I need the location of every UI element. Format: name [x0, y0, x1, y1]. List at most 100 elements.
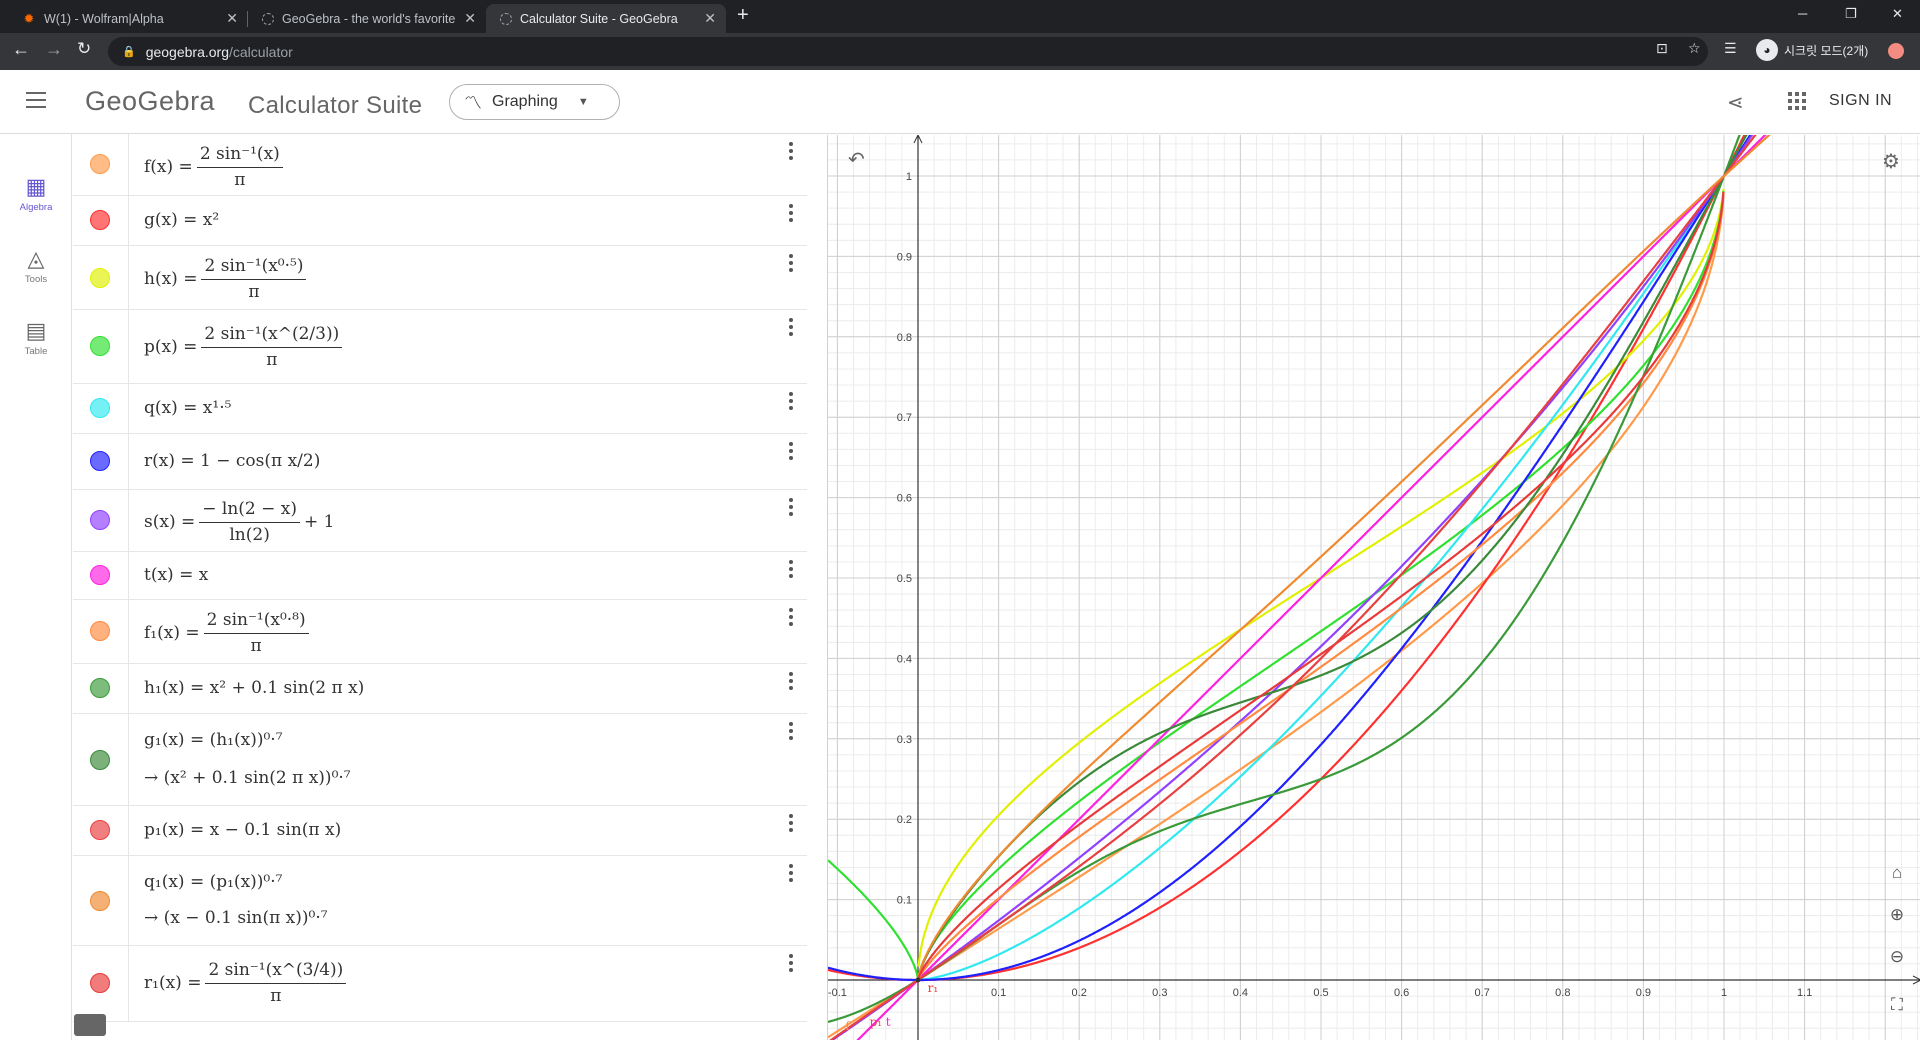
reload-icon[interactable]: ↻ [77, 39, 92, 58]
algebra-row[interactable]: q₁(x) = (p₁(x))⁰·⁷ → (x − 0.1 sin(π x))⁰… [73, 856, 807, 946]
y-tick-label: 0.1 [897, 895, 912, 907]
algebra-row[interactable]: f₁(x) = 2 sin⁻¹(x⁰·⁸) π [73, 600, 807, 664]
apps-grid-icon[interactable] [1788, 92, 1806, 110]
expression[interactable]: f(x) = 2 sin⁻¹(x) π [144, 144, 287, 190]
menu-icon[interactable] [26, 92, 46, 110]
browser-tab[interactable]: GeoGebra - the world's favorite ✕ [248, 4, 486, 33]
visibility-toggle[interactable] [90, 678, 110, 698]
visibility-toggle[interactable] [90, 154, 110, 174]
algebra-row[interactable]: h(x) = 2 sin⁻¹(x⁰·⁵) π [73, 246, 807, 310]
y-tick-label: 0.3 [897, 734, 912, 746]
close-tab-icon[interactable]: ✕ [464, 10, 476, 26]
fullscreen-icon[interactable]: ⛶ [1891, 995, 1903, 1014]
back-icon[interactable]: ← [12, 39, 30, 59]
browser-tab-active[interactable]: Calculator Suite - GeoGebra ✕ [486, 4, 726, 33]
expression[interactable]: q₁(x) = (p₁(x))⁰·⁷ [144, 872, 283, 892]
rail-item-table[interactable]: ▤ Table [0, 318, 72, 357]
more-options-icon[interactable] [789, 864, 793, 885]
expression[interactable]: p(x) = 2 sin⁻¹(x^(2/3)) π [144, 324, 346, 370]
visibility-toggle[interactable] [90, 398, 110, 418]
forward-icon[interactable]: → [45, 39, 63, 59]
algebra-row[interactable]: q(x) = x¹·⁵ [73, 384, 807, 434]
more-options-icon[interactable] [789, 142, 793, 163]
new-tab-icon[interactable]: + [737, 4, 749, 26]
zoom-out-icon[interactable]: ⊖ [1889, 947, 1905, 966]
app-selector-label: Graphing [492, 93, 558, 110]
visibility-toggle[interactable] [90, 973, 110, 993]
more-options-icon[interactable] [789, 954, 793, 975]
app-selector[interactable]: 〽 Graphing ▼ [449, 84, 620, 120]
visibility-toggle[interactable] [90, 510, 110, 530]
visibility-toggle[interactable] [90, 336, 110, 356]
curve-r1 [917, 191, 1725, 979]
close-tab-icon[interactable]: ✕ [704, 10, 716, 26]
more-options-icon[interactable] [789, 204, 793, 225]
visibility-toggle[interactable] [90, 565, 110, 585]
more-options-icon[interactable] [789, 318, 793, 339]
visibility-toggle[interactable] [90, 891, 110, 911]
expression[interactable]: s(x) = − ln(2 − x) ln(2) + 1 [144, 499, 335, 545]
visibility-toggle[interactable] [90, 621, 110, 641]
algebra-row[interactable]: g₁(x) = (h₁(x))⁰·⁷ → (x² + 0.1 sin(2 π x… [73, 714, 807, 806]
reading-list-icon[interactable]: ☰ [1724, 40, 1737, 56]
algebra-row[interactable]: p(x) = 2 sin⁻¹(x^(2/3)) π [73, 310, 807, 384]
keyboard-icon[interactable] [74, 1014, 106, 1036]
more-options-icon[interactable] [789, 814, 793, 835]
zoom-in-icon[interactable]: ⊕ [1889, 905, 1905, 924]
geogebra-logo[interactable]: GeoGebra [85, 86, 216, 116]
profile-icon[interactable] [1888, 43, 1904, 59]
x-tick-label: 0.4 [1233, 987, 1248, 999]
expression[interactable]: g₁(x) = (h₁(x))⁰·⁷ [144, 730, 283, 750]
graph-canvas[interactable]: -0.1 0.1 0.2 0.3 0.4 0.5 0.6 0.7 0.8 0.9 1 1.1 0.1 0.… [828, 135, 1920, 1040]
close-tab-icon[interactable]: ✕ [226, 10, 238, 26]
algebra-row[interactable]: r₁(x) = 2 sin⁻¹(x^(3/4)) π [73, 946, 807, 1022]
more-options-icon[interactable] [789, 254, 793, 275]
algebra-row[interactable]: r(x) = 1 − cos(π x/2) [73, 434, 807, 490]
address-bar[interactable]: 🔒 geogebra.org/calculator [108, 37, 1708, 66]
restore-icon[interactable]: ❐ [1845, 6, 1857, 21]
incognito-indicator[interactable]: ◕ 시크릿 모드(2개) [1756, 39, 1868, 61]
more-options-icon[interactable] [789, 442, 793, 463]
expression[interactable]: f₁(x) = 2 sin⁻¹(x⁰·⁸) π [144, 610, 313, 656]
algebra-row[interactable]: h₁(x) = x² + 0.1 sin(2 π x) [73, 664, 807, 714]
algebra-row[interactable]: f(x) = 2 sin⁻¹(x) π [73, 134, 807, 196]
window-close-icon[interactable]: ✕ [1892, 6, 1903, 21]
share-icon[interactable]: ⋖ [1727, 92, 1744, 114]
more-options-icon[interactable] [789, 608, 793, 629]
minimize-icon[interactable]: ─ [1798, 6, 1808, 21]
translate-icon[interactable]: ⊡ [1656, 40, 1668, 56]
expression[interactable]: p₁(x) = x − 0.1 sin(π x) [144, 820, 342, 840]
browser-toolbar: ← → ↻ 🔒 geogebra.org/calculator [0, 33, 1920, 70]
visibility-toggle[interactable] [90, 210, 110, 230]
browser-tab[interactable]: ✹ W(1) - Wolfram|Alpha ✕ [8, 4, 248, 33]
algebra-row[interactable]: g(x) = x² [73, 196, 807, 246]
more-options-icon[interactable] [789, 560, 793, 581]
settings-gear-icon[interactable]: ⚙ [1882, 151, 1900, 173]
expression[interactable]: h(x) = 2 sin⁻¹(x⁰·⁵) π [144, 256, 310, 302]
expression[interactable]: h₁(x) = x² + 0.1 sin(2 π x) [144, 678, 365, 698]
algebra-row[interactable]: s(x) = − ln(2 − x) ln(2) + 1 [73, 490, 807, 552]
expression[interactable]: q(x) = x¹·⁵ [144, 398, 232, 418]
more-options-icon[interactable] [789, 392, 793, 413]
rail-item-algebra[interactable]: ▦ Algebra [0, 174, 72, 213]
expression[interactable]: g(x) = x² [144, 210, 220, 230]
more-options-icon[interactable] [789, 498, 793, 519]
sign-in-button[interactable]: SIGN IN [1829, 92, 1893, 109]
rail-label: Tools [24, 274, 48, 285]
expression[interactable]: r(x) = 1 − cos(π x/2) [144, 451, 321, 471]
more-options-icon[interactable] [789, 722, 793, 743]
visibility-toggle[interactable] [90, 451, 110, 471]
undo-icon[interactable]: ↶ [848, 149, 865, 171]
visibility-toggle[interactable] [90, 750, 110, 770]
graphics-view[interactable]: -0.1 0.1 0.2 0.3 0.4 0.5 0.6 0.7 0.8 0.9 1 1.1 0.1 0.… [827, 135, 1920, 1040]
algebra-row[interactable]: p₁(x) = x − 0.1 sin(π x) [73, 806, 807, 856]
home-view-icon[interactable]: ⌂ [1891, 863, 1903, 882]
rail-item-tools[interactable]: ◬ Tools [0, 246, 72, 285]
algebra-row[interactable]: t(x) = x [73, 552, 807, 600]
bookmark-star-icon[interactable]: ☆ [1688, 40, 1701, 56]
more-options-icon[interactable] [789, 672, 793, 693]
expression[interactable]: t(x) = x [144, 565, 209, 585]
visibility-toggle[interactable] [90, 820, 110, 840]
visibility-toggle[interactable] [90, 268, 110, 288]
expression[interactable]: r₁(x) = 2 sin⁻¹(x^(3/4)) π [144, 960, 350, 1006]
